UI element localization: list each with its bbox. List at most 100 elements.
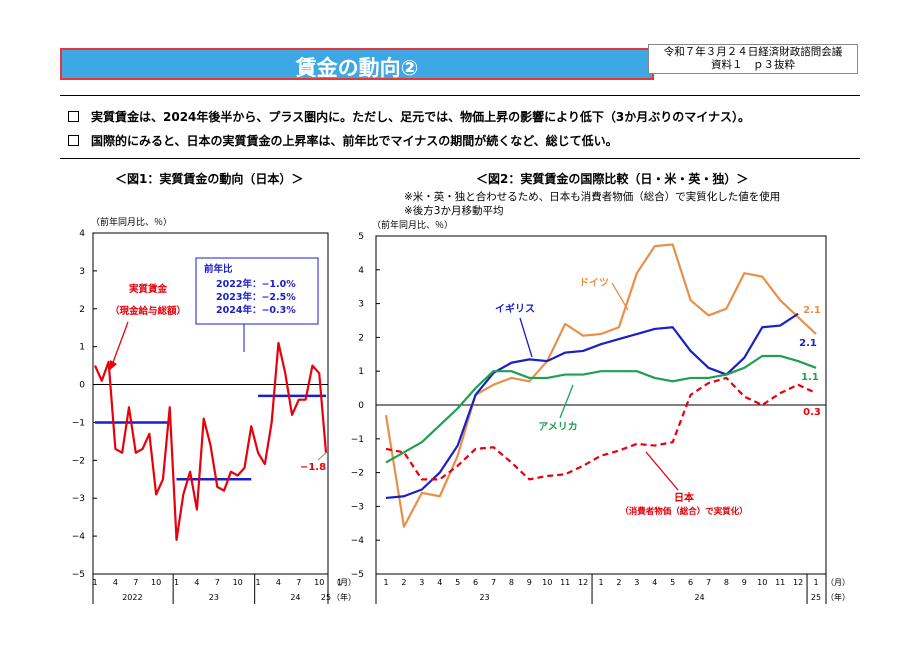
y-tick-label: 0: [79, 381, 85, 391]
figure-2-note: ※後方3か月移動平均: [404, 205, 504, 217]
end-value-label: 2.1: [799, 338, 817, 349]
x-tick-label: 9: [527, 578, 532, 587]
y-tick-label: 1: [358, 367, 364, 377]
y-tick-label: −3: [351, 502, 364, 512]
x-tick-label: 7: [706, 578, 711, 587]
figure-2-title: ＜図2：実質賃金の国際比較（日・米・英・独）＞: [476, 172, 749, 186]
x-tick-label: 10: [757, 578, 767, 587]
x-tick-label: 10: [314, 578, 324, 587]
x-tick-label: 1: [92, 578, 97, 587]
y-tick-label: −5: [72, 570, 85, 580]
y-tick-label: 3: [358, 300, 364, 310]
x-tick-label: 1: [598, 578, 603, 587]
y-tick-label: 5: [358, 232, 364, 242]
plot-area: [92, 232, 329, 575]
legend-line: 2023年：−2.5%: [216, 291, 296, 303]
x-tick-label: 2: [401, 578, 406, 587]
x-tick-label: 1: [337, 578, 342, 587]
year-unit-label: （年）: [332, 592, 356, 602]
bullet-text: 国際的にみると、日本の実質賃金の上昇率は、前年比でマイナスの期間が続くなど、総じ…: [91, 134, 618, 148]
x-tick-label: 1: [383, 578, 388, 587]
x-tick-label: 4: [276, 578, 281, 587]
x-tick-label: 4: [194, 578, 199, 587]
year-label: 24: [290, 593, 300, 602]
x-tick-label: 12: [578, 578, 588, 587]
bullet-text: 実質賃金は、2024年後半から、プラス圏内に。ただし、足元では、物価上昇の影響に…: [91, 110, 751, 124]
source-note: 令和７年３月２４日経済財政諮問会議 資料１ ｐ３抜粋: [648, 44, 858, 74]
uk-line: [385, 312, 799, 500]
source-line-2: 資料１ ｐ３抜粋: [711, 59, 795, 71]
x-tick-label: 4: [113, 578, 118, 587]
x-tick-label: 10: [233, 578, 243, 587]
x-tick-label: 11: [775, 578, 785, 587]
arrow-head-icon: [110, 360, 117, 370]
end-value-label: 2.1: [803, 305, 821, 316]
legend-line: 2024年：−0.3%: [216, 304, 296, 316]
summary-box: 実質賃金は、2024年後半から、プラス圏内に。ただし、足元では、物価上昇の影響に…: [60, 95, 860, 159]
x-unit-label: （月）: [332, 578, 356, 587]
x-tick-label: 10: [542, 578, 552, 587]
real-wage-line: [93, 341, 328, 542]
label-pointer: [519, 317, 533, 358]
label-pointer: [111, 321, 129, 366]
year-label: 25: [811, 593, 821, 602]
y-tick-label: −4: [351, 536, 365, 546]
y-tick-label: 3: [79, 267, 85, 277]
x-tick-label: 8: [724, 578, 729, 587]
x-tick-label: 4: [652, 578, 657, 587]
end-label-pointer: [317, 451, 328, 461]
x-tick-label: 1: [174, 578, 179, 587]
year-label: 25: [321, 593, 331, 602]
y-tick-label: −1: [72, 418, 85, 428]
x-tick-label: 10: [151, 578, 161, 587]
square-bullet-icon: [68, 111, 79, 122]
end-value-label: 0.3: [803, 407, 821, 418]
y-tick-label: −2: [351, 469, 364, 479]
legend-box: [195, 257, 319, 325]
germany-line: [384, 243, 817, 528]
x-tick-label: 9: [742, 578, 747, 587]
y-tick-label: 1: [79, 343, 85, 353]
x-tick-label: 7: [296, 578, 301, 587]
title-banner: 賃金の動向②: [60, 48, 654, 80]
x-tick-label: 7: [491, 578, 496, 587]
label-pointer: [645, 451, 679, 491]
x-tick-label: 5: [455, 578, 460, 587]
x-tick-label: 12: [793, 578, 803, 587]
x-tick-label: 4: [437, 578, 442, 587]
year-unit-label: （年）: [826, 592, 850, 602]
figure-2-note: ※米・英・独と合わせるため、日本も消費者物価（総合）で実質化した値を使用: [404, 191, 781, 203]
y-tick-label: 0: [358, 401, 364, 411]
end-value-label: 1.1: [801, 372, 819, 383]
us-line: [385, 354, 817, 464]
x-tick-label: 5: [670, 578, 675, 587]
y-tick-label: 4: [79, 229, 85, 239]
series-label: 実質賃金: [129, 283, 168, 295]
summary-bullet: 実質賃金は、2024年後半から、プラス圏内に。ただし、足元では、物価上昇の影響に…: [68, 108, 750, 125]
figure-1-title: ＜図1：実質賃金の動向（日本）＞: [115, 172, 304, 186]
y-axis-label: （前年同月比、％）: [91, 216, 172, 228]
end-value-label: −1.8: [300, 462, 326, 473]
series-label: イギリス: [495, 302, 535, 315]
year-label: 24: [694, 593, 704, 602]
y-axis-label: （前年同月比、％）: [372, 219, 453, 231]
y-tick-label: −2: [72, 456, 85, 466]
x-tick-label: 7: [215, 578, 220, 587]
legend-line: 2022年：−1.0%: [216, 278, 296, 290]
x-tick-label: 1: [256, 578, 261, 587]
x-tick-label: 6: [688, 578, 693, 587]
x-tick-label: 11: [560, 578, 570, 587]
label-pointer: [611, 282, 629, 311]
y-tick-label: 4: [358, 266, 364, 276]
y-tick-label: 2: [79, 305, 85, 315]
y-tick-label: −3: [72, 494, 85, 504]
x-tick-label: 3: [634, 578, 639, 587]
japan-line: [385, 376, 817, 481]
x-tick-label: 1: [813, 578, 818, 587]
legend-title: 前年比: [204, 263, 233, 275]
x-tick-label: 3: [419, 578, 424, 587]
summary-bullet: 国際的にみると、日本の実質賃金の上昇率は、前年比でマイナスの期間が続くなど、総じ…: [68, 132, 618, 149]
x-tick-label: 6: [473, 578, 478, 587]
x-unit-label: （月）: [826, 578, 850, 587]
page-title: 賃金の動向②: [295, 56, 419, 80]
